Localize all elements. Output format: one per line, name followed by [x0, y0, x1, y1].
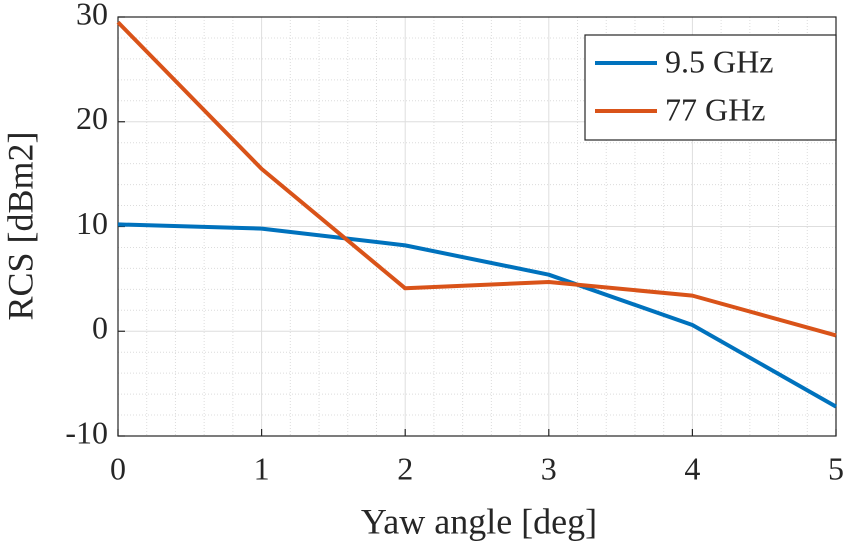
legend: 9.5 GHz 77 GHz	[584, 34, 837, 141]
y-tick-label: -10	[65, 414, 108, 450]
legend-label: 77 GHz	[665, 91, 765, 127]
y-axis-label: RCS [dBm2]	[0, 131, 40, 320]
y-tick-label: 30	[76, 0, 108, 31]
data-line	[116, 20, 837, 338]
data-line	[117, 222, 837, 409]
y-tick-label: 20	[76, 100, 108, 136]
plot-frame	[117, 16, 837, 437]
x-tick-label: 3	[541, 450, 557, 486]
x-tick-label: 1	[254, 450, 270, 486]
x-tick-label: 5	[828, 450, 844, 486]
y-tick-label: 0	[92, 310, 108, 346]
legend-label: 9.5 GHz	[665, 43, 773, 79]
x-tick-label: 2	[397, 450, 413, 486]
legend-box	[584, 34, 837, 141]
x-tick-label: 4	[684, 450, 700, 486]
y-tick-label: 10	[76, 205, 108, 241]
x-tick-label: 0	[110, 450, 126, 486]
x-axis-label: Yaw angle [deg]	[361, 501, 597, 541]
